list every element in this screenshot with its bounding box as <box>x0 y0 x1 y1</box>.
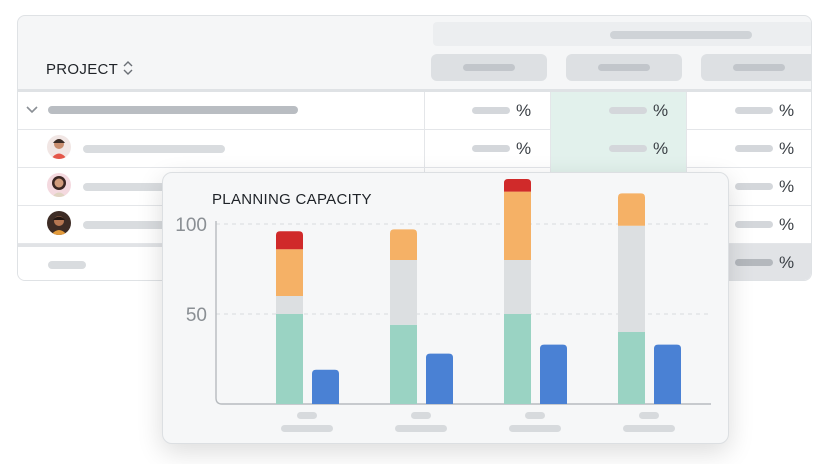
stacked-bar-segment <box>618 225 645 332</box>
capacity-chart: 50 100 <box>175 179 711 432</box>
popup-title: PLANNING CAPACITY <box>212 191 372 208</box>
stacked-bar-segment <box>276 314 303 404</box>
stacked-bar-segment <box>618 193 645 226</box>
percent-symbol: % <box>516 139 532 158</box>
percent-value-placeholder <box>472 145 510 152</box>
planning-capacity-popup: PLANNING CAPACITY 50 100 <box>162 172 729 444</box>
avatar <box>47 211 71 235</box>
column-header-3[interactable] <box>701 54 811 81</box>
stacked-bar-segment <box>504 260 531 314</box>
project-column-header[interactable]: PROJECT <box>46 61 119 78</box>
table-row-group[interactable] <box>18 92 811 130</box>
x-tick-placeholder <box>297 412 317 419</box>
stacked-bar-segment <box>504 179 531 192</box>
percent-symbol: % <box>653 139 669 158</box>
percent-value-placeholder <box>735 221 773 228</box>
side-bar <box>654 344 681 404</box>
stacked-bar-segment <box>276 231 303 250</box>
group-name-placeholder <box>48 106 298 114</box>
chart-axis <box>215 221 711 405</box>
stacked-bar-segment <box>390 324 417 404</box>
percent-symbol: % <box>779 253 795 272</box>
percent-symbol: % <box>516 101 532 120</box>
percent-value-placeholder <box>472 107 510 114</box>
side-bar <box>540 344 567 404</box>
x-tick-placeholder <box>509 425 561 432</box>
y-tick-label: 50 <box>186 305 207 326</box>
percent-symbol: % <box>779 101 795 120</box>
percent-symbol: % <box>779 177 795 196</box>
sort-icon[interactable] <box>121 58 135 78</box>
percent-value-placeholder <box>735 259 773 266</box>
x-tick-placeholder <box>623 425 675 432</box>
avatar <box>47 173 71 197</box>
column-divider <box>424 92 425 244</box>
column-divider <box>686 92 687 244</box>
percent-value-placeholder <box>609 107 647 114</box>
x-tick-placeholder <box>411 412 431 419</box>
stacked-bar-segment <box>504 191 531 260</box>
stacked-bar-segment <box>504 314 531 404</box>
percent-value-placeholder <box>735 107 773 114</box>
y-tick-label: 100 <box>175 215 207 236</box>
x-tick-placeholder <box>639 412 659 419</box>
side-bar <box>426 353 453 404</box>
avatar <box>47 135 71 159</box>
total-label-placeholder <box>48 261 86 269</box>
x-tick-placeholder <box>281 425 333 432</box>
percent-symbol: % <box>779 215 795 234</box>
member-name-placeholder <box>83 221 225 229</box>
chevron-down-icon[interactable] <box>26 105 38 115</box>
percent-value-placeholder <box>735 183 773 190</box>
column-group-header-placeholder <box>610 31 752 39</box>
table-row[interactable] <box>18 130 811 168</box>
stacked-bar-segment <box>390 229 417 260</box>
header-divider <box>18 89 811 92</box>
percent-value-placeholder <box>735 145 773 152</box>
member-name-placeholder <box>83 183 225 191</box>
stacked-bar-segment <box>618 332 645 404</box>
member-name-placeholder <box>83 145 225 153</box>
column-header-2[interactable] <box>566 54 682 81</box>
stacked-bar-segment <box>276 296 303 314</box>
stacked-bar-segment <box>276 249 303 296</box>
stacked-bar-segment <box>390 260 417 325</box>
column-header-1[interactable] <box>431 54 547 81</box>
percent-value-placeholder <box>609 145 647 152</box>
percent-symbol: % <box>653 101 669 120</box>
x-tick-placeholder <box>525 412 545 419</box>
side-bar <box>312 369 339 404</box>
percent-symbol: % <box>779 139 795 158</box>
x-tick-placeholder <box>395 425 447 432</box>
column-divider <box>550 92 551 244</box>
